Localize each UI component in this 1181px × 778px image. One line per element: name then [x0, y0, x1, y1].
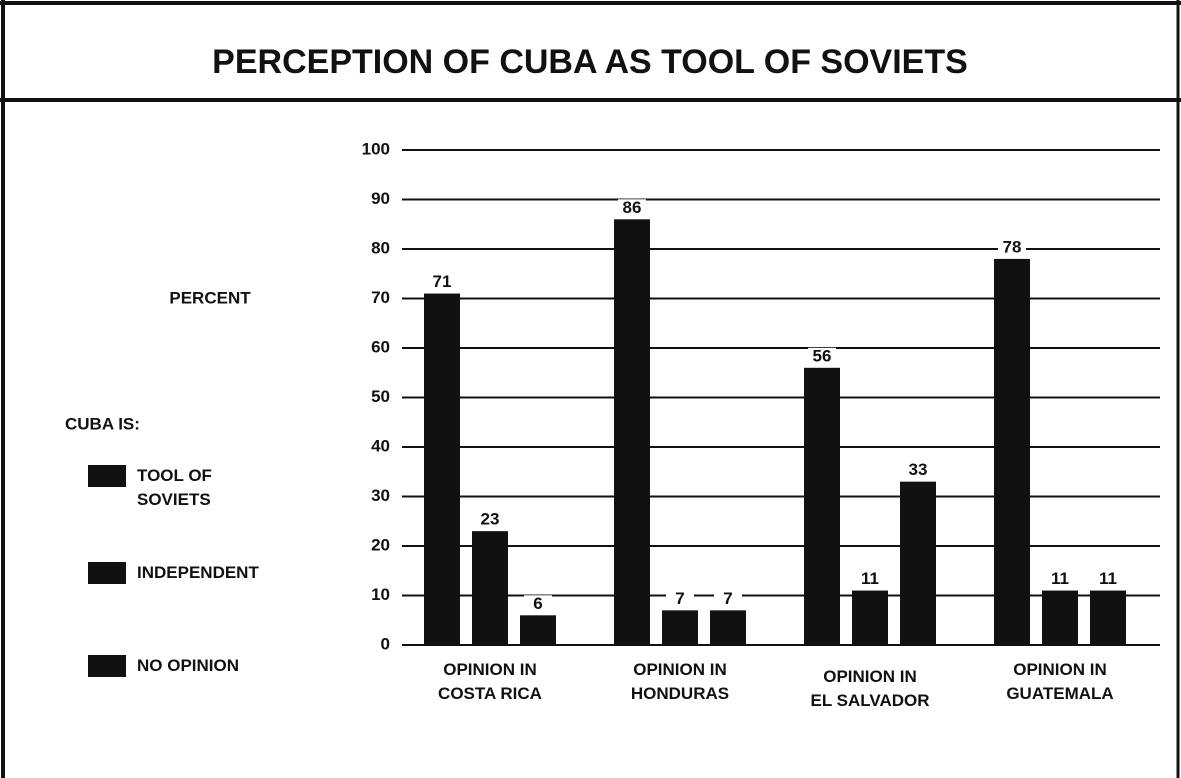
legend-swatch — [88, 465, 126, 487]
value-label: 78 — [1003, 237, 1022, 256]
value-label-bg — [1094, 570, 1122, 586]
bar — [662, 610, 698, 645]
legend-label: NO OPINION — [137, 656, 240, 675]
y-tick-label: 20 — [371, 535, 390, 554]
value-label-bg — [714, 590, 742, 606]
legend-label: INDEPENDENT — [137, 563, 259, 582]
value-label: 86 — [623, 198, 642, 217]
value-label-bg — [524, 595, 552, 611]
legend-swatch — [88, 655, 126, 677]
legend-swatch — [88, 562, 126, 584]
bar — [994, 258, 1030, 645]
bar — [520, 615, 556, 645]
legend-title: CUBA IS: — [65, 414, 140, 433]
y-tick-label: 90 — [371, 189, 390, 208]
x-tick-label: OPINION IN GUATEMALA — [1006, 660, 1114, 703]
value-label: 7 — [723, 589, 732, 608]
legend-label: TOOL OF SOVIETS — [137, 466, 212, 509]
x-tick-label: OPINION IN COSTA RICA — [438, 660, 542, 703]
y-tick-label: 30 — [371, 486, 390, 505]
y-tick-label: 0 — [381, 634, 390, 653]
bar — [614, 219, 650, 646]
bar — [1042, 590, 1078, 645]
value-label-bg — [476, 511, 504, 527]
bar — [900, 481, 936, 645]
value-label-bg — [666, 590, 694, 606]
value-label-bg — [904, 461, 932, 477]
value-label: 11 — [1051, 569, 1069, 588]
bar — [1090, 590, 1126, 645]
x-tick-label: OPINION IN EL SALVADOR — [810, 667, 930, 710]
y-tick-label: 70 — [371, 288, 390, 307]
y-axis-label: PERCENT — [169, 288, 251, 307]
value-label-bg — [856, 570, 884, 586]
y-tick-label: 100 — [362, 139, 390, 158]
bar — [472, 531, 508, 645]
value-label: 11 — [861, 569, 879, 588]
value-label: 56 — [813, 346, 832, 365]
value-label-bg — [1046, 570, 1074, 586]
value-label: 71 — [433, 272, 452, 291]
y-tick-label: 50 — [371, 387, 390, 406]
bar — [710, 610, 746, 645]
y-tick-label: 80 — [371, 238, 390, 257]
y-tick-label: 60 — [371, 337, 390, 356]
y-tick-label: 10 — [371, 585, 390, 604]
y-tick-label: 40 — [371, 436, 390, 455]
value-label-bg — [998, 238, 1026, 254]
x-tick-label: OPINION IN HONDURAS — [630, 660, 730, 703]
bar — [852, 590, 888, 645]
value-label: 6 — [533, 594, 542, 613]
value-label: 33 — [909, 460, 928, 479]
bar — [804, 367, 840, 645]
value-label-bg — [618, 199, 646, 215]
value-label-bg — [428, 273, 456, 289]
bar — [424, 293, 460, 645]
value-label: 7 — [675, 589, 684, 608]
value-label: 11 — [1099, 569, 1117, 588]
value-label: 23 — [481, 510, 500, 529]
value-label-bg — [808, 347, 836, 363]
chart-title: PERCEPTION OF CUBA AS TOOL OF SOVIETS — [212, 43, 968, 81]
